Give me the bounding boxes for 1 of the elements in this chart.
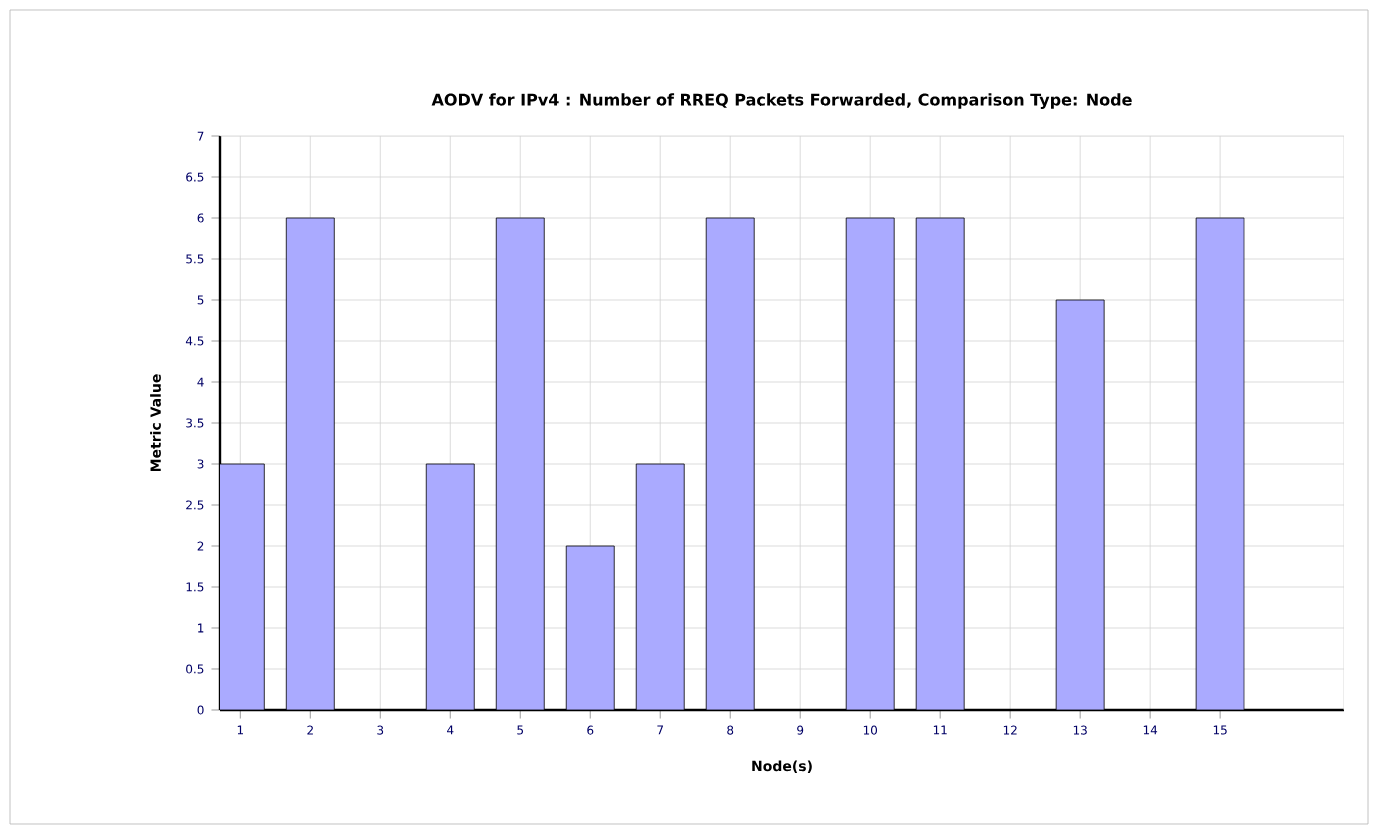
chart-title: AODV for IPv4 : Number of RREQ Packets Forwarded, Comparison Type: Node: [431, 93, 1132, 109]
